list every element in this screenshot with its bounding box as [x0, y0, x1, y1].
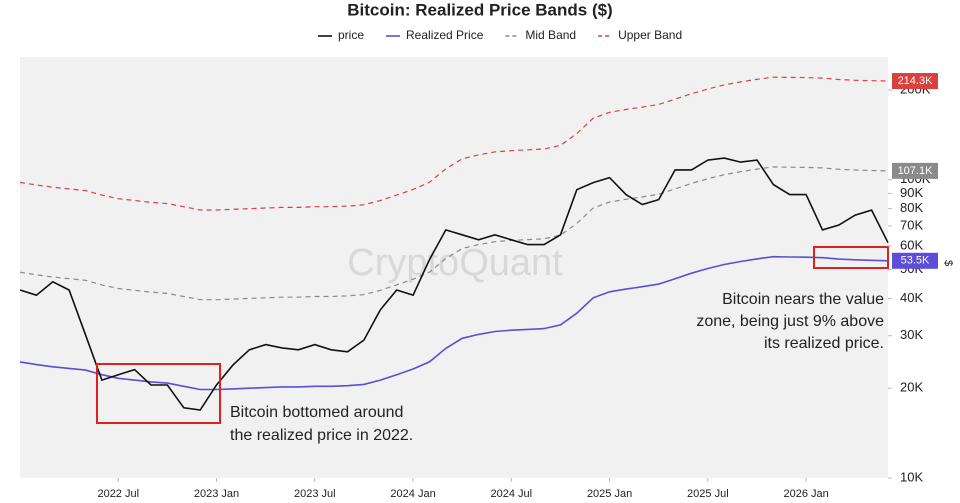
- value-label-box: [892, 162, 938, 179]
- x-tick-label: 2026 Jan: [783, 488, 828, 500]
- x-tick-label: 2025 Jul: [687, 488, 729, 500]
- x-tick-label: 2024 Jan: [390, 488, 435, 500]
- y-tick-label: 90K: [900, 185, 923, 200]
- chart-title: Bitcoin: Realized Price Bands ($): [347, 0, 612, 19]
- value-label-box: [892, 252, 938, 269]
- annotation: the realized price in 2022.: [230, 427, 413, 444]
- watermark: CryptoQuant: [347, 242, 563, 284]
- y-tick-label: 30K: [900, 327, 923, 342]
- legend-label: Upper Band: [618, 28, 682, 42]
- y-axis-label: $: [942, 260, 954, 266]
- y-tick-label: 20K: [900, 380, 923, 395]
- series-line: [19, 76, 889, 211]
- y-tick-label: 10K: [900, 469, 923, 484]
- legend-label: Mid Band: [525, 28, 576, 42]
- series-line: [19, 255, 889, 391]
- series-line: [19, 157, 889, 411]
- x-tick-label: 2023 Jul: [294, 488, 336, 500]
- x-tick-label: 2025 Jan: [587, 488, 632, 500]
- value-label: 214.3K: [898, 75, 934, 87]
- legend-label: price: [338, 28, 364, 42]
- x-tick-label: 2022 Jul: [97, 488, 139, 500]
- annotation: its realized price.: [764, 335, 884, 352]
- marks: [19, 76, 889, 411]
- y-tick-label: 70K: [900, 217, 923, 232]
- legend-label: Realized Price: [406, 28, 484, 42]
- annotation: zone, being just 9% above: [696, 313, 884, 330]
- value-label: 107.1K: [898, 165, 934, 177]
- highlight-box: [813, 246, 889, 269]
- highlight-box: [96, 363, 221, 424]
- annotation: Bitcoin bottomed around: [230, 404, 403, 421]
- value-label-box: [892, 73, 938, 90]
- x-tick-label: 2023 Jan: [194, 488, 239, 500]
- series-line: [19, 166, 889, 301]
- x-tick-label: 2024 Jul: [491, 488, 533, 500]
- y-tick-label: 80K: [900, 200, 923, 215]
- plot-area: [20, 57, 888, 478]
- value-label: 53.5K: [901, 255, 930, 267]
- annotation: Bitcoin nears the value: [722, 291, 884, 308]
- y-tick-label: 40K: [900, 290, 923, 305]
- y-tick-label: 60K: [900, 237, 923, 252]
